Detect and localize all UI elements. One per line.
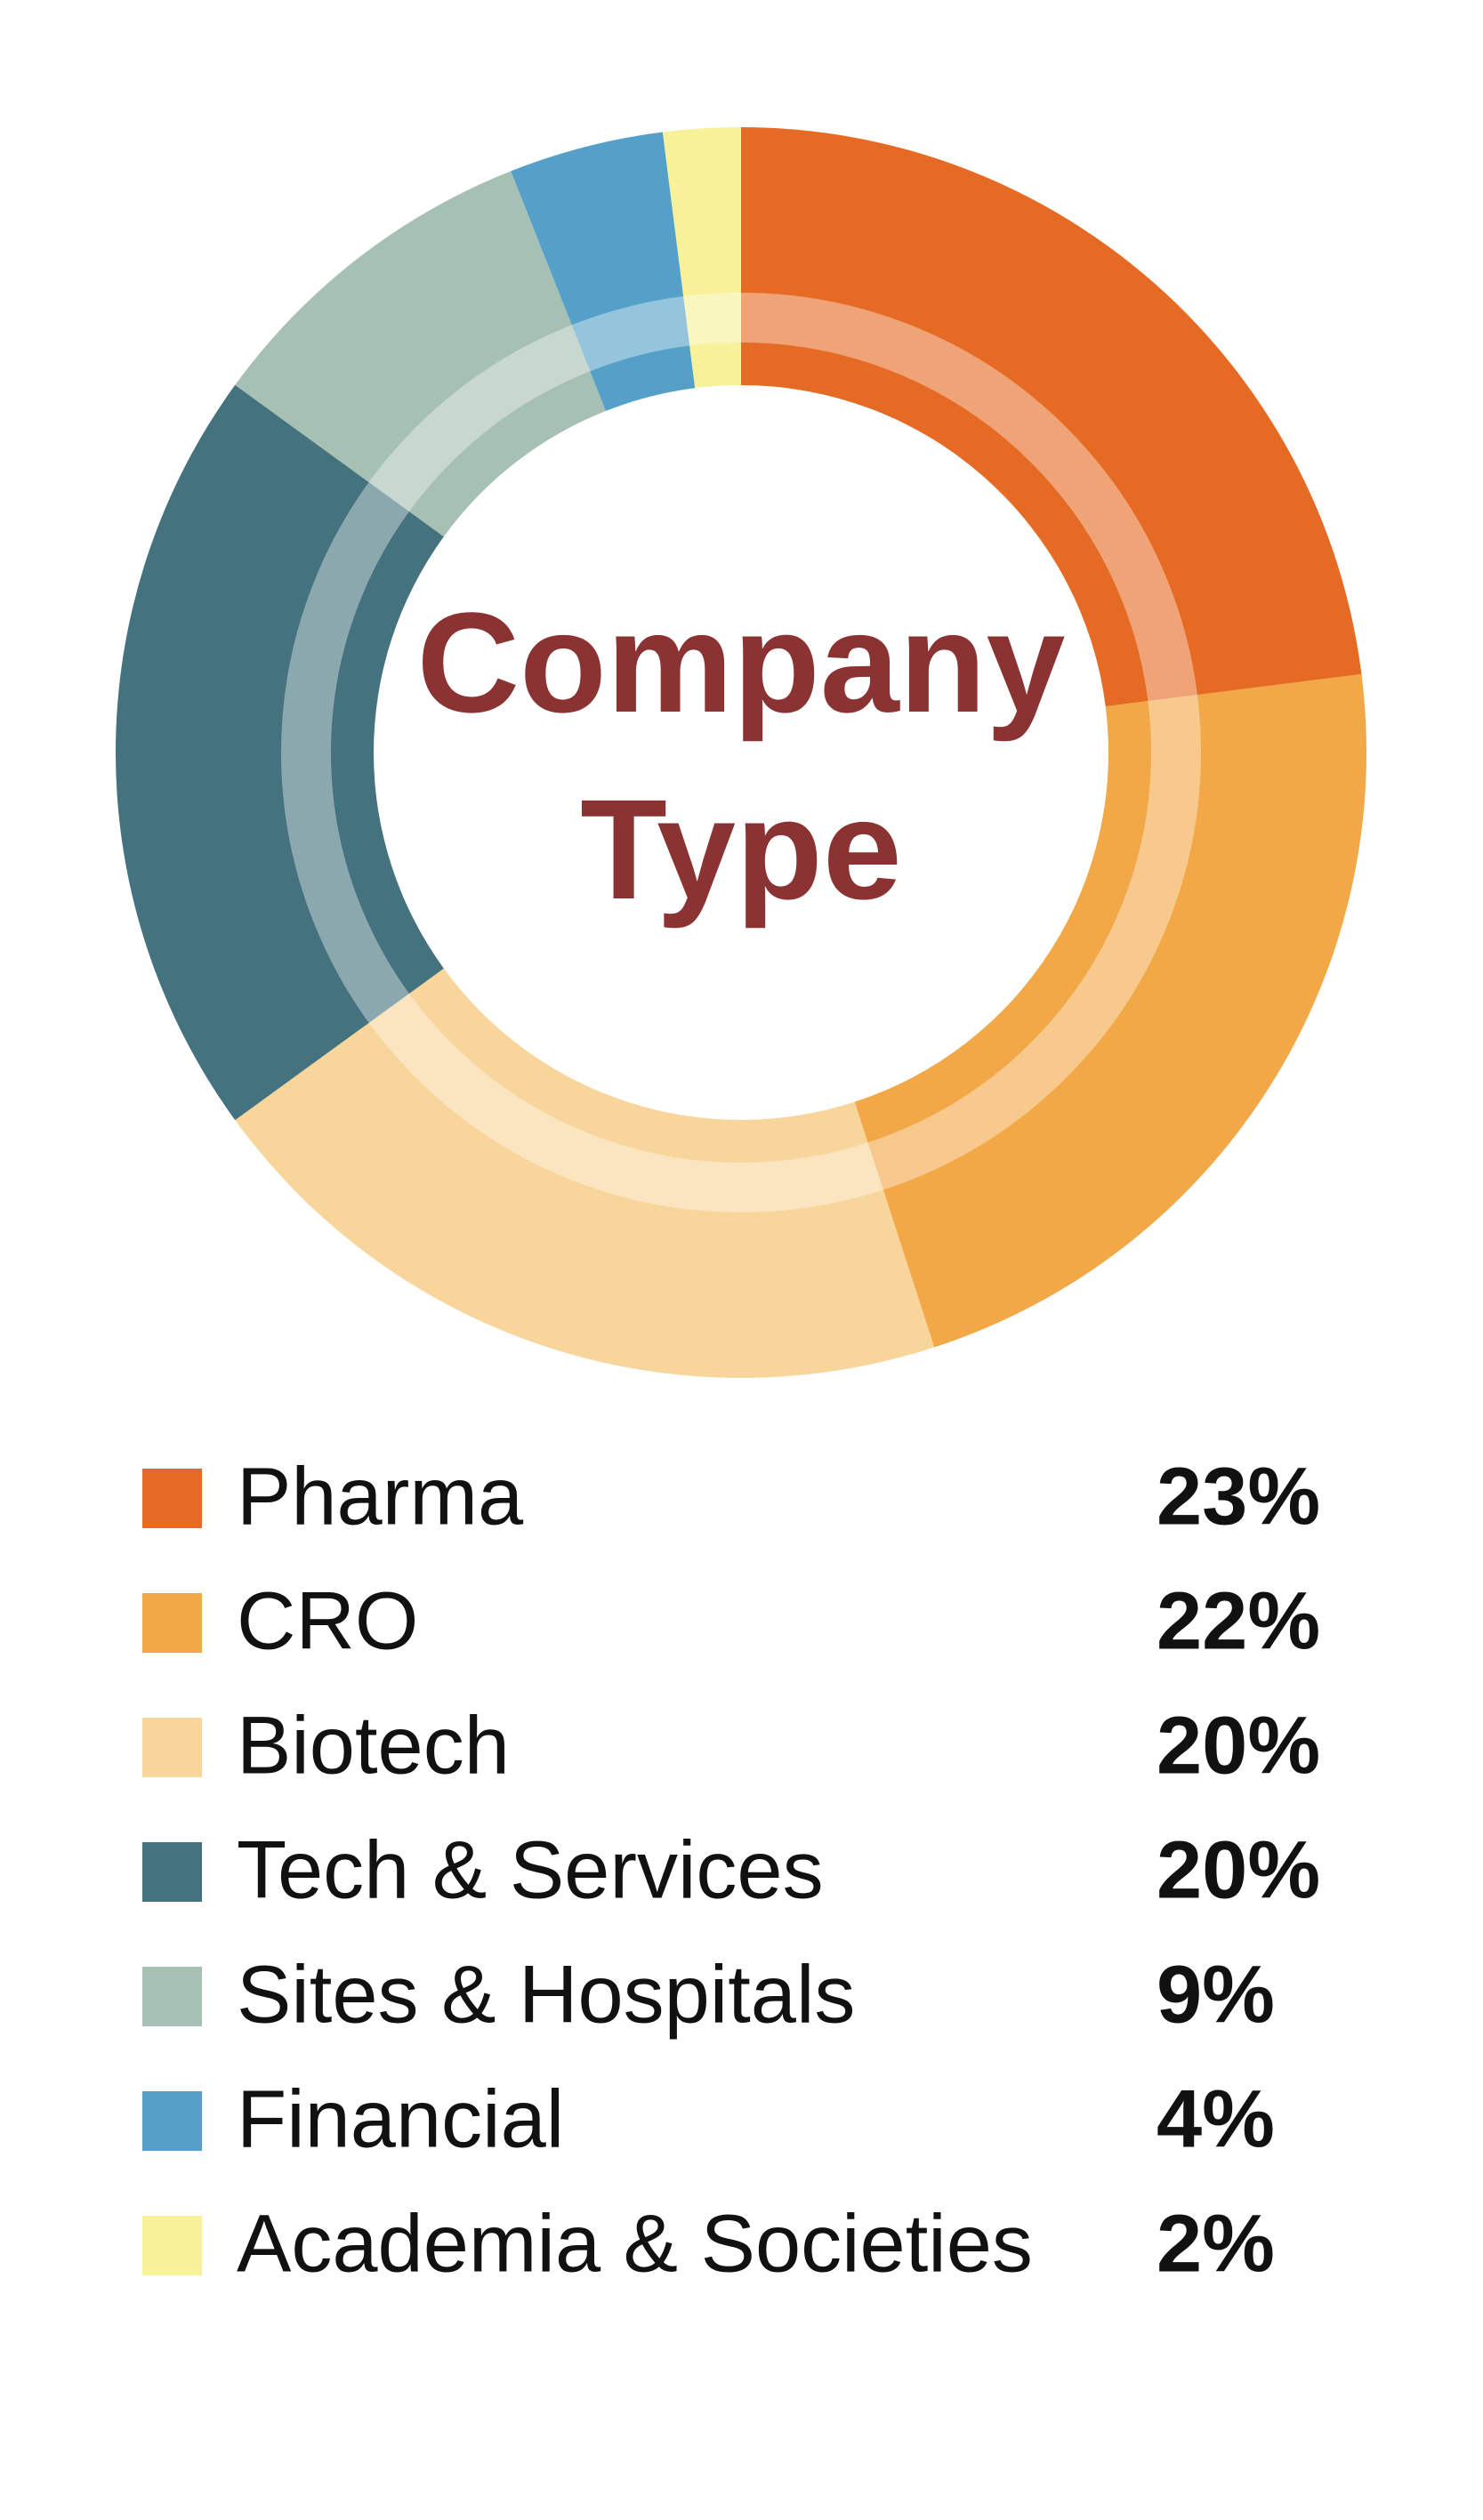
chart-title: Company Type [416,583,1066,929]
legend-swatch [142,1967,202,2026]
pie-slice [741,127,1362,707]
value-label: 4% [1157,2073,1275,2164]
legend-swatch [142,1469,202,1528]
legend-swatch [142,2216,202,2275]
legend-swatch [142,1842,202,1902]
legend-label: Financial [237,2073,564,2164]
value-label: 23% [1157,1451,1320,1542]
value-label: 22% [1157,1575,1320,1666]
legend-label: Tech & Services [237,1824,824,1915]
pie-slice [235,171,606,537]
pie-slice [511,132,696,412]
pie-slice [115,384,444,1121]
value-label: 20% [1157,1824,1320,1915]
legend-label: Pharma [237,1451,524,1542]
legend-label: Academia & Societies [237,2198,1033,2289]
pie-slice [854,673,1366,1348]
pie-slice [235,968,935,1378]
value-label: 9% [1157,1949,1275,2040]
value-label: 20% [1157,1700,1320,1791]
legend-label: Biotech [237,1700,510,1791]
legend-swatch [142,2091,202,2151]
legend-label: Sites & Hospitals [237,1949,855,2040]
pie-slice [662,127,741,389]
legend-label: CRO [237,1575,418,1666]
legend-swatch [142,1593,202,1653]
decor-ring [281,293,1201,1212]
value-label: 2% [1157,2198,1275,2289]
legend-swatch [142,1718,202,1777]
